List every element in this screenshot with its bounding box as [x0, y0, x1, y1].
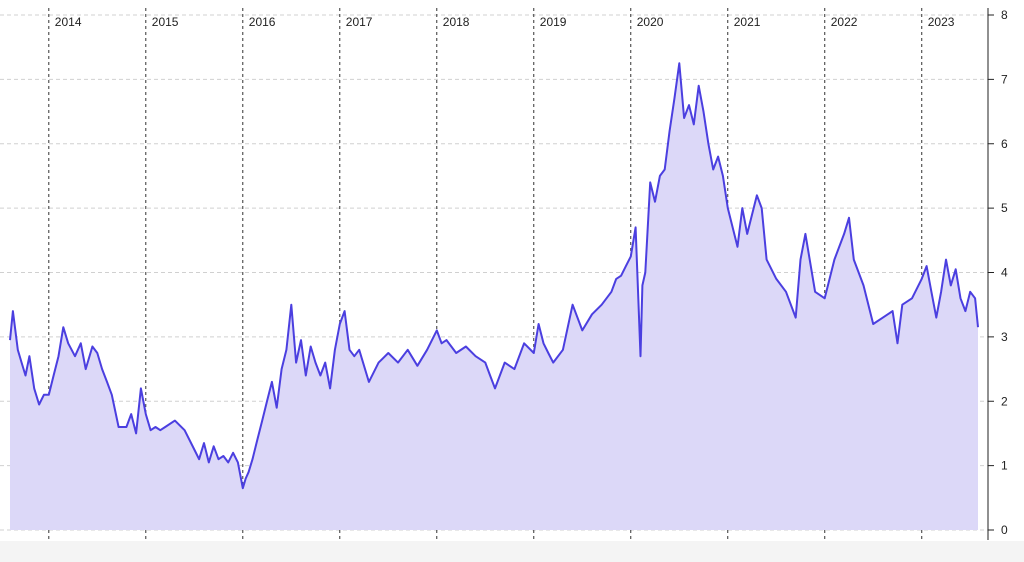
- series-area-fill: [10, 63, 978, 531]
- y-tick-label-1: 1: [1001, 459, 1008, 473]
- y-tick-label-8: 8: [1001, 8, 1008, 22]
- y-tick-label-0: 0: [1001, 523, 1008, 537]
- series-line: [9, 62, 979, 490]
- x-tick-label-2021: 2021: [734, 15, 761, 29]
- x-tick-label-2014: 2014: [55, 15, 82, 29]
- y-tick-label-6: 6: [1001, 137, 1008, 151]
- x-tick-label-2016: 2016: [249, 15, 276, 29]
- x-tick-label-2015: 2015: [152, 15, 179, 29]
- bottom-strip: [0, 541, 1024, 562]
- x-tick-labels: 2014 2015 2016 2017 2018 2019 2020 2021 2022 2023: [55, 15, 955, 29]
- x-tick-label-2019: 2019: [540, 15, 567, 29]
- x-tick-label-2020: 2020: [637, 15, 664, 29]
- y-tick-label-2: 2: [1001, 394, 1008, 408]
- y-tick-label-5: 5: [1001, 201, 1008, 215]
- y-tick-label-4: 4: [1001, 266, 1008, 280]
- x-tick-label-2023: 2023: [928, 15, 955, 29]
- x-tick-label-2018: 2018: [443, 15, 470, 29]
- y-tick-label-3: 3: [1001, 330, 1008, 344]
- y-tick-label-7: 7: [1001, 72, 1008, 86]
- x-tick-label-2022: 2022: [831, 15, 858, 29]
- x-tick-label-2017: 2017: [346, 15, 373, 29]
- y-axis: 0 1 2 3 4 5 6 7 8: [987, 8, 1008, 540]
